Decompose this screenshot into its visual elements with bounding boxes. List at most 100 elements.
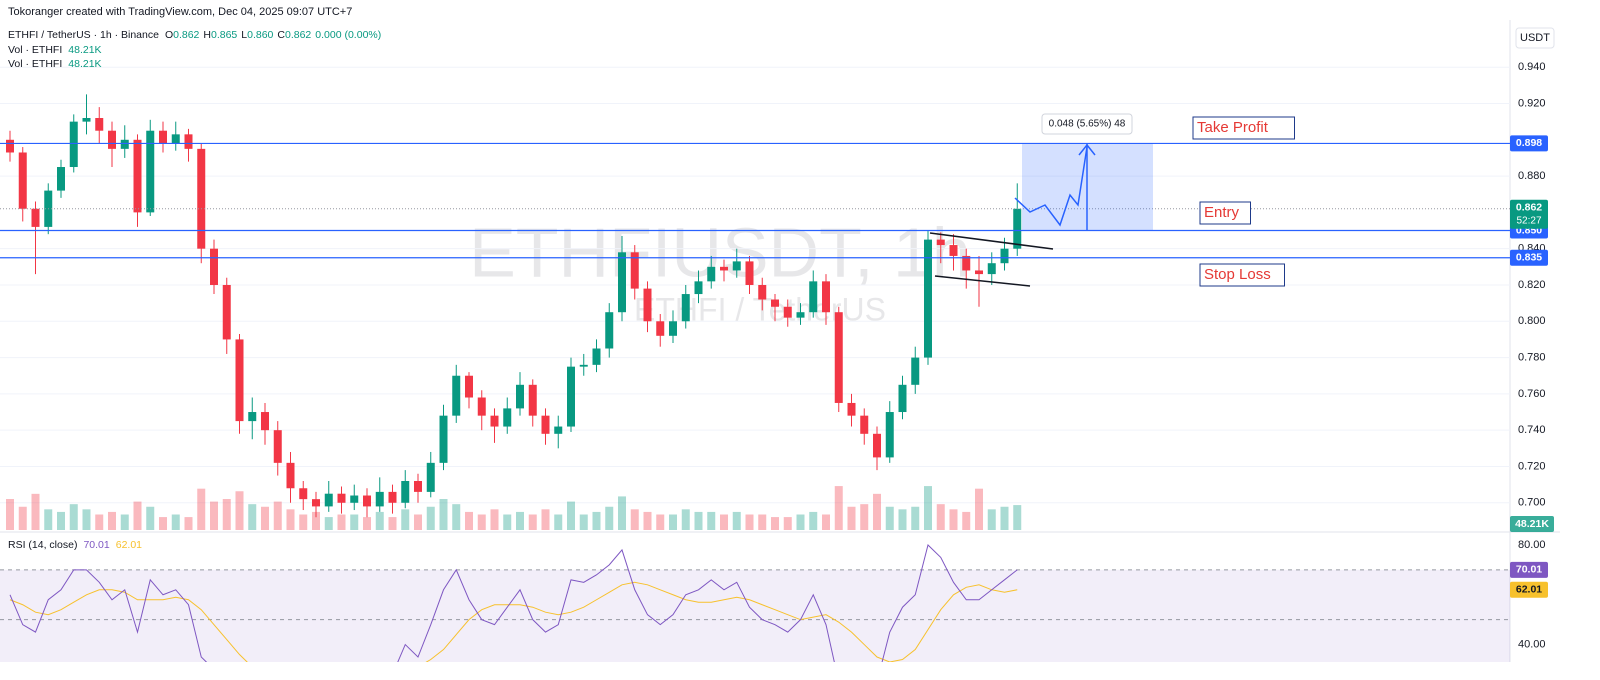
volume-bar [439,499,448,530]
rsi-legend-ma: 62.01 [116,539,142,551]
watermark: ETHFIUSDT, 1h [469,213,971,291]
volume-bar [592,511,601,530]
last-price: 0.862 [1516,202,1542,214]
volume-bar [847,506,856,530]
rsi-legend-value: 70.01 [83,539,109,551]
rsi-badge-label: 62.01 [1516,584,1542,596]
rsi-line [9,543,1018,662]
volume-bar [146,506,155,530]
candle-body [324,493,333,507]
legend-value: 0.860 [247,29,273,41]
volume-bar [477,514,486,530]
candle-body [184,134,193,149]
rsi-ma-line [9,581,1018,662]
currency: USDT [1520,32,1550,44]
candle-body [822,281,830,313]
candle-body [898,384,907,413]
volume-bar [197,488,206,530]
volume-legend-value: 48.21K [68,58,101,70]
volume-bar [681,509,690,530]
volume-bar [975,488,983,530]
level-name-box [1199,201,1251,225]
volume-bar [222,499,231,530]
volume-bar [159,517,167,530]
candle-body [681,294,690,322]
volume-bar [694,511,703,530]
volume-bar [210,501,218,530]
legend-value: 0.862 [173,29,199,41]
volume-legend-name: Vol · ETHFI [8,58,62,70]
volume-bar [554,514,563,530]
volume-badge [1510,516,1554,532]
candle-body [987,263,996,275]
candle-body [312,499,320,507]
volume-bar [108,511,116,530]
candle-body [426,462,435,492]
rsi-band [0,569,1510,662]
candle-body [439,415,448,463]
candle-body [860,415,869,434]
volume-bar [911,506,920,530]
legend-value: 0.865 [211,29,237,41]
volume-legend-value: 48.21K [68,44,101,56]
volume-bar [350,514,359,530]
volume-bar [6,499,14,530]
rsi-badge-label: 70.01 [1516,564,1542,576]
candle-body [477,397,486,416]
last-price-badge [1510,199,1548,229]
volume-bar [273,501,282,530]
candle-body [248,412,257,422]
position-label-box [1041,113,1133,135]
candle-body [847,402,856,416]
candle-body [6,139,14,153]
volume-bar [605,506,614,530]
volume-legend: Vol · ETHFI 48.21K [8,58,102,70]
volume-bar [57,511,65,530]
candle-body [579,364,588,367]
volume-bar [503,514,512,530]
volume-bar [796,514,805,530]
volume-bar [528,514,537,530]
volume-bar [936,504,945,530]
candle-body [949,245,958,256]
currency-box [1515,27,1555,49]
rsi-tick-label: 80.00 [1518,539,1546,551]
level-badge [1510,249,1548,266]
countdown: 52:27 [1516,215,1541,226]
volume-badge-label: 48.21K [1515,518,1549,530]
flag-line [934,275,1031,287]
rsi-badge [1510,581,1548,598]
volume-bar [809,511,818,530]
candle-body [31,208,40,227]
volume-bar [18,506,27,530]
volume-bar [452,504,461,530]
position-label: 0.048 (5.65%) 48 [1049,119,1126,130]
candle-body [541,415,550,434]
volume-bar [363,517,371,530]
volume-bar [248,504,257,530]
overlay: 0.048 (5.65%) 48 Take Profit Entry Stop Los… [0,113,1510,287]
rsi-legend: RSI (14, close) 70.01 62.01 [8,539,142,551]
candle-body [210,248,218,285]
volume-bar [758,514,767,530]
candle-body [694,281,703,295]
volume-bar [962,511,971,530]
volume-bar [133,501,142,530]
candle-body [720,266,728,271]
candle-body [1013,208,1022,249]
level-badge-label: 0.835 [1516,252,1542,264]
legend-key: C [277,29,285,41]
volume-bar [31,493,40,530]
candle-body [745,261,754,285]
candle-body [771,299,779,307]
volume-bar [401,509,410,530]
volume-bar [426,506,435,530]
volume-bar [707,511,716,530]
candle-body [375,491,384,507]
legend-line: ETHFI / TetherUS · 1h · Binance O0.862 H0.… [8,29,381,41]
volume-bar [1000,506,1009,530]
y-tick-label: 0.920 [1518,97,1546,109]
candle-body [401,480,410,503]
